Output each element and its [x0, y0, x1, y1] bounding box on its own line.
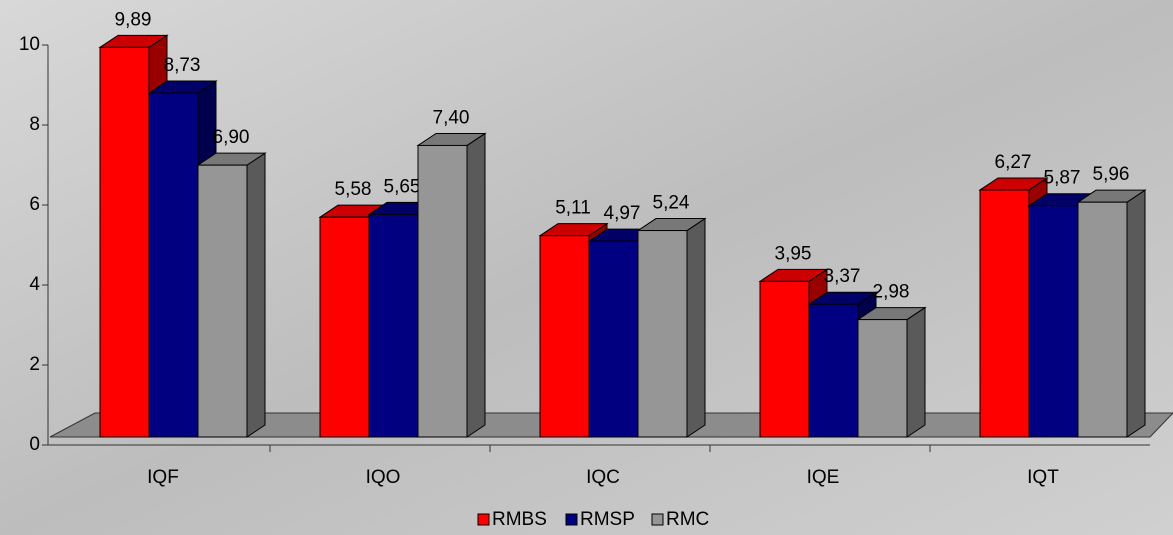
- value-label: 5,24: [653, 193, 690, 214]
- legend-label: RMBS: [492, 509, 547, 530]
- x-tick-label: IQE: [807, 467, 840, 488]
- x-tick-label: IQC: [586, 467, 620, 488]
- bar-side: [1126, 189, 1146, 438]
- value-label: 2,98: [873, 282, 910, 303]
- legend-swatch: [565, 513, 578, 526]
- y-tick-label: 10: [19, 34, 40, 55]
- y-tick-label: 8: [29, 114, 40, 135]
- bar: [539, 235, 590, 438]
- legend-swatch: [477, 513, 490, 526]
- legend-label: RMC: [666, 509, 709, 530]
- x-tick-label: IQF: [147, 467, 179, 488]
- x-tick-label: IQO: [366, 467, 401, 488]
- y-tick-label: 4: [29, 274, 40, 295]
- value-label: 6,27: [995, 152, 1032, 173]
- bar-side: [246, 152, 266, 438]
- legend-label: RMSP: [580, 509, 635, 530]
- bar: [588, 240, 639, 438]
- x-tick-label: IQT: [1027, 467, 1059, 488]
- bar: [808, 303, 859, 438]
- bar: [148, 92, 199, 438]
- bar: [857, 319, 908, 438]
- legend-swatch: [651, 513, 664, 526]
- bar: [1077, 201, 1128, 438]
- value-label: 3,37: [824, 266, 861, 287]
- bar: [197, 164, 248, 438]
- bar: [1028, 205, 1079, 438]
- bar: [319, 216, 370, 438]
- value-label: 7,40: [433, 107, 470, 128]
- bar-side: [906, 306, 926, 438]
- value-label: 8,73: [164, 55, 201, 76]
- value-label: 4,97: [604, 203, 641, 224]
- bar-side: [686, 217, 706, 438]
- bar: [99, 46, 150, 438]
- bar: [979, 189, 1030, 438]
- y-tick-label: 0: [29, 434, 40, 455]
- bar: [637, 230, 688, 438]
- y-tick-label: 6: [29, 194, 40, 215]
- value-label: 5,65: [384, 176, 421, 197]
- value-label: 5,96: [1093, 164, 1130, 185]
- y-tick-label: 2: [29, 354, 40, 375]
- bar: [368, 213, 419, 438]
- value-label: 5,11: [555, 198, 591, 219]
- bar: [759, 280, 810, 438]
- bar-side: [466, 132, 486, 438]
- value-label: 5,58: [335, 179, 372, 200]
- value-label: 9,89: [115, 9, 152, 30]
- bar: [417, 144, 468, 438]
- value-label: 3,95: [775, 243, 812, 264]
- value-label: 6,90: [213, 127, 250, 148]
- value-label: 5,87: [1044, 168, 1081, 189]
